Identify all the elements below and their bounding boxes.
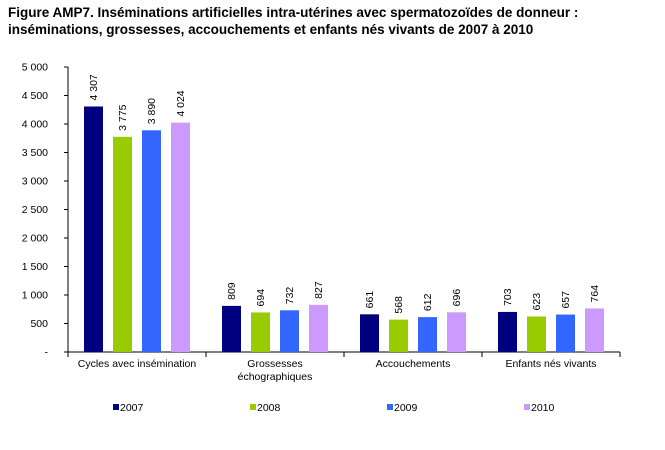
legend-swatch <box>387 404 393 410</box>
bar-value-label: 703 <box>502 288 514 306</box>
bar <box>280 310 299 352</box>
bar-value-label: 623 <box>531 293 543 311</box>
bar-value-label: 696 <box>451 289 463 307</box>
x-category-label: échographiques <box>238 371 313 383</box>
y-tick-label: 500 <box>30 318 48 330</box>
y-tick-label: 1 000 <box>22 290 48 302</box>
legend-label: 2010 <box>531 402 555 414</box>
bar <box>171 122 190 352</box>
y-tick-label: 2 000 <box>22 233 48 245</box>
x-category-label: Grossesses <box>247 358 302 370</box>
x-category-label: Cycles avec insémination <box>78 358 197 370</box>
bar-value-label: 3 775 <box>117 104 129 130</box>
bar-value-label: 809 <box>226 282 238 300</box>
bar <box>309 304 328 352</box>
bar-value-label: 732 <box>284 287 296 305</box>
y-tick-label: - <box>45 347 49 359</box>
legend-swatch <box>113 404 119 410</box>
y-tick-label: 3 000 <box>22 176 48 188</box>
chart-title-line-2: inséminations, grossesses, accouchements… <box>8 22 534 37</box>
bar-value-label: 568 <box>393 296 405 314</box>
bar <box>447 312 466 352</box>
legend-label: 2009 <box>394 402 418 414</box>
bar-value-label: 657 <box>560 291 572 309</box>
bar <box>527 316 546 352</box>
bar <box>389 319 408 352</box>
y-tick-label: 4 500 <box>22 90 48 102</box>
legend-label: 2008 <box>257 402 281 414</box>
bar <box>498 311 517 352</box>
y-tick-label: 5 000 <box>22 62 48 74</box>
bar <box>84 106 103 352</box>
bar-value-label: 612 <box>422 293 434 311</box>
x-category-label: Enfants nés vivants <box>505 358 596 370</box>
legend-swatch <box>524 404 530 410</box>
bar <box>113 136 132 352</box>
chart-title-line-1: Figure AMP7. Inséminations artificielles… <box>8 5 579 20</box>
legend-swatch <box>250 404 256 410</box>
y-tick-label: 1 500 <box>22 261 48 273</box>
bar-value-label: 827 <box>313 281 325 299</box>
bar-value-label: 4 307 <box>88 74 100 100</box>
bar <box>418 317 437 352</box>
bar <box>360 314 379 352</box>
bar <box>142 130 161 352</box>
bar <box>556 314 575 352</box>
bar <box>585 308 604 352</box>
x-category-label: Accouchements <box>376 358 451 370</box>
y-tick-label: 3 500 <box>22 147 48 159</box>
bar-value-label: 694 <box>255 289 267 307</box>
legend-label: 2007 <box>120 402 144 414</box>
bar-value-label: 3 890 <box>146 98 158 124</box>
y-tick-label: 4 000 <box>22 119 48 131</box>
y-tick-label: 2 500 <box>22 204 48 216</box>
chart-title: Figure AMP7. Inséminations artificielles… <box>8 4 658 38</box>
bar <box>222 305 241 352</box>
bar-value-label: 661 <box>364 291 376 309</box>
bar <box>251 312 270 352</box>
bar-value-label: 4 024 <box>175 90 187 116</box>
bar-value-label: 764 <box>589 285 601 303</box>
